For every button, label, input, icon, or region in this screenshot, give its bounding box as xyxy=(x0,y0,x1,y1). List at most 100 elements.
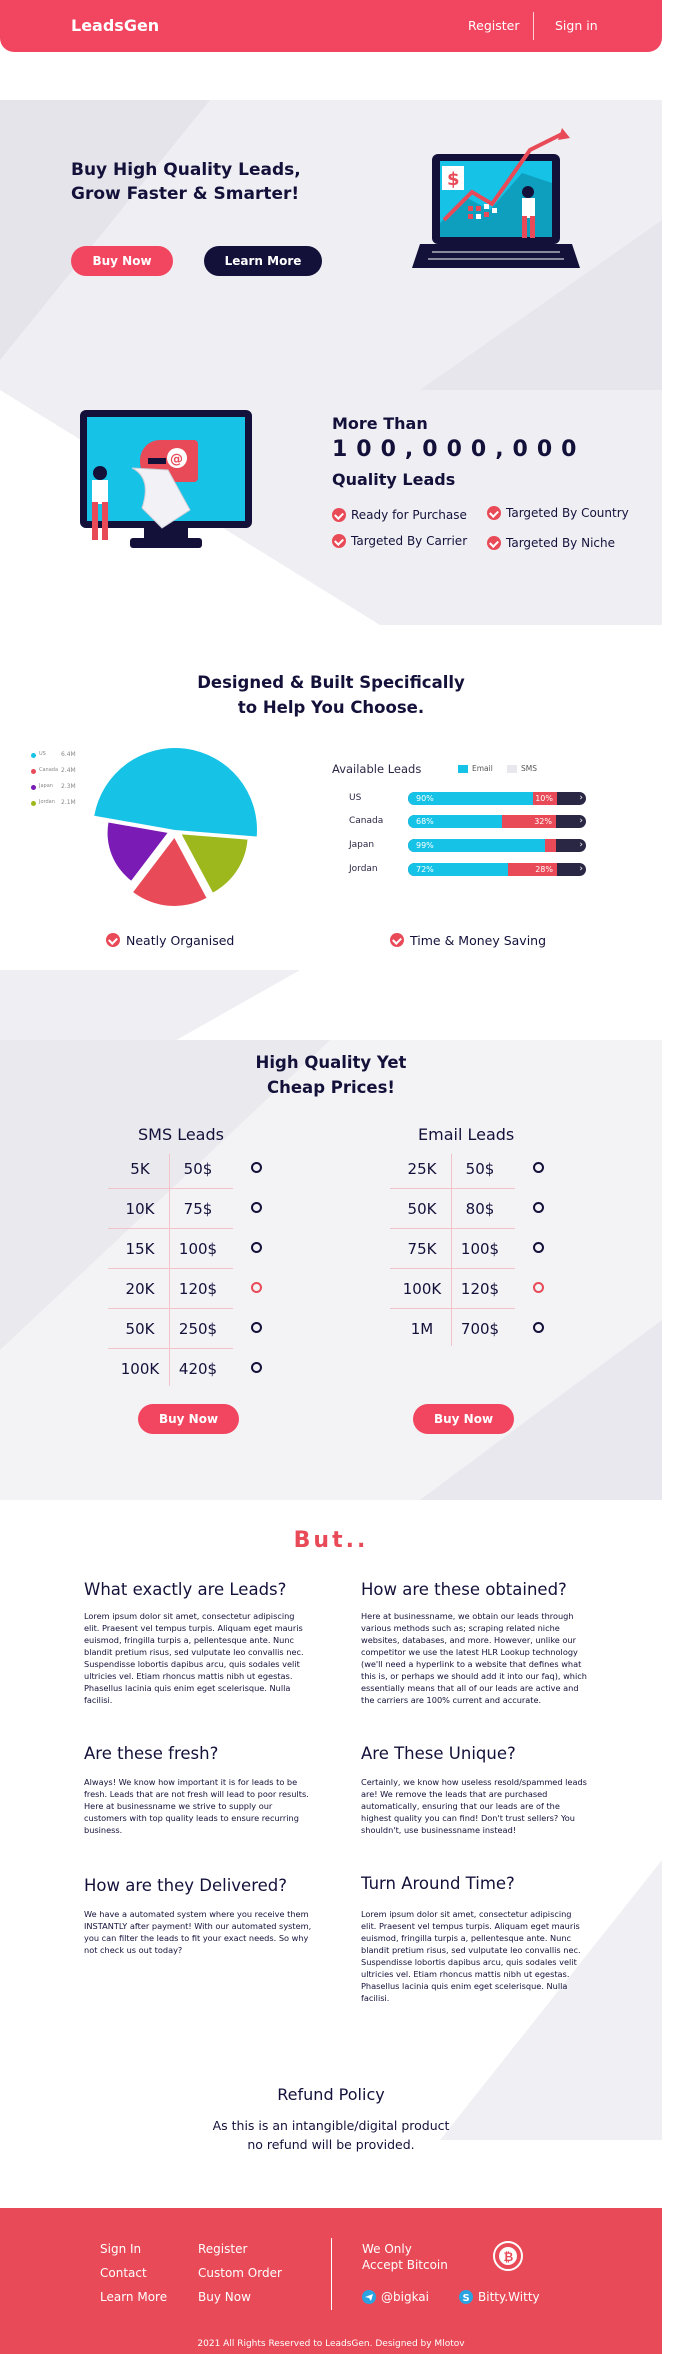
prices-heading-line-1: High Quality Yet xyxy=(255,1053,407,1072)
footer-register-link[interactable]: Register xyxy=(198,2242,248,2256)
faq-answer: Here at businessname, we obtain our lead… xyxy=(361,1611,587,1705)
designed-heading-line-1: Designed & Built Specifically xyxy=(197,673,465,692)
svg-text:@: @ xyxy=(170,452,183,467)
faq-answer: Lorem ipsum dolor sit amet, consectetur … xyxy=(361,1909,581,2003)
row-divider xyxy=(108,1268,233,1269)
legend-dot xyxy=(31,785,36,790)
feature-targeted-by-country: Targeted By Country xyxy=(506,506,629,520)
leads-pie-chart xyxy=(94,748,258,906)
email-segment: 72% xyxy=(408,863,508,876)
faq-answer: Certainly, we know how useless resold/sp… xyxy=(361,1777,587,1835)
legend-sms-swatch xyxy=(507,765,517,773)
price-option-radio[interactable] xyxy=(251,1282,262,1293)
price-option-radio[interactable] xyxy=(251,1322,262,1333)
legend-email-swatch xyxy=(458,765,468,773)
logo[interactable]: LeadsGen xyxy=(71,16,160,35)
footer-contact-link[interactable]: Contact xyxy=(100,2266,147,2280)
price-option-radio[interactable] xyxy=(251,1242,262,1253)
pie-slice-canada xyxy=(133,837,207,906)
price-amount: 100$ xyxy=(460,1240,500,1258)
price-option-radio[interactable] xyxy=(251,1362,262,1373)
more-than-label: More Than xyxy=(332,414,428,433)
country-label: Canada xyxy=(349,816,384,826)
pie-slice-jordan xyxy=(181,834,248,893)
price-option-radio[interactable] xyxy=(533,1282,544,1293)
bitcoin-icon: ₿ xyxy=(493,2241,523,2271)
price-option-radio[interactable] xyxy=(251,1162,262,1173)
we-only-label: We Only xyxy=(362,2242,412,2256)
email-buy-now-button[interactable]: Buy Now xyxy=(413,1404,514,1434)
faq-answer: Always! We know how important it is for … xyxy=(84,1777,309,1835)
skype-handle[interactable]: Bitty.Witty xyxy=(478,2290,540,2304)
legend-dot xyxy=(31,753,36,758)
sms-buy-now-button[interactable]: Buy Now xyxy=(138,1404,239,1434)
faq-question: Turn Around Time? xyxy=(361,1874,515,1893)
sign-in-link[interactable]: Sign in xyxy=(555,18,598,33)
hero-title-line-1: Buy High Quality Leads, xyxy=(71,160,301,180)
price-amount: 80$ xyxy=(465,1200,495,1218)
chevron-right-icon[interactable]: › xyxy=(579,793,583,803)
price-option-radio[interactable] xyxy=(251,1202,262,1213)
chevron-right-icon[interactable]: › xyxy=(579,840,583,850)
copyright-text: 2021 All Rights Reserved to LeadsGen. De… xyxy=(197,2339,465,2349)
legend-country: Jordan xyxy=(39,799,55,805)
price-amount: 120$ xyxy=(178,1280,218,1298)
svg-text:S: S xyxy=(463,2293,470,2304)
check-icon xyxy=(332,534,346,548)
benefit-neatly-organised: Neatly Organised xyxy=(126,933,235,948)
sms-leads-title: SMS Leads xyxy=(138,1125,224,1144)
check-icon xyxy=(487,536,501,550)
svg-text:₿: ₿ xyxy=(504,2250,514,2264)
column-divider xyxy=(451,1154,452,1346)
feature-targeted-by-carrier: Targeted By Carrier xyxy=(351,534,468,548)
lead-bar: 90% 10% › xyxy=(408,792,586,805)
chevron-right-icon[interactable]: › xyxy=(579,864,583,874)
price-option-radio[interactable] xyxy=(533,1202,544,1213)
legend-country: Canada xyxy=(39,767,59,773)
legend-value: 2.3M xyxy=(61,783,76,790)
telegram-handle[interactable]: @bigkai xyxy=(381,2290,429,2304)
register-link[interactable]: Register xyxy=(468,18,520,33)
price-option-radio[interactable] xyxy=(533,1242,544,1253)
sms-segment: 28% xyxy=(508,863,557,876)
quality-leads-label: Quality Leads xyxy=(332,470,456,489)
country-label: Jordan xyxy=(349,864,378,874)
email-segment: 99% xyxy=(408,839,545,852)
row-divider xyxy=(390,1228,515,1229)
footer-custom-order-link[interactable]: Custom Order xyxy=(198,2266,282,2280)
sms-segment: 10% xyxy=(533,792,557,805)
faq-question: Are These Unique? xyxy=(361,1744,516,1763)
learn-more-button[interactable]: Learn More xyxy=(204,246,322,276)
price-option-radio[interactable] xyxy=(533,1162,544,1173)
mail-monitor-illustration: @ xyxy=(80,410,252,548)
price-amount: 75$ xyxy=(183,1200,213,1218)
chevron-right-icon[interactable]: › xyxy=(579,816,583,826)
but-heading: But.. xyxy=(293,1528,369,1553)
hero-buy-now-button[interactable]: Buy Now xyxy=(71,246,173,276)
price-quantity: 1M xyxy=(410,1320,434,1338)
email-segment: 90% xyxy=(408,792,533,805)
pie-slice-japan xyxy=(107,822,168,881)
footer-buy-now-link[interactable]: Buy Now xyxy=(198,2290,251,2304)
row-divider xyxy=(390,1188,515,1189)
column-divider xyxy=(169,1154,170,1386)
price-option-radio[interactable] xyxy=(533,1322,544,1333)
footer-learn-more-link[interactable]: Learn More xyxy=(100,2290,168,2304)
refund-line-2: no refund will be provided. xyxy=(247,2137,415,2152)
benefit-time-money-saving: Time & Money Saving xyxy=(410,933,547,948)
price-quantity: 100K xyxy=(120,1360,160,1378)
lead-bar: 99% › xyxy=(408,839,586,852)
laptop-growth-illustration: $ xyxy=(412,128,580,268)
svg-text:$: $ xyxy=(447,169,460,190)
legend-country: US xyxy=(39,751,46,757)
nav-divider xyxy=(533,12,534,40)
row-divider xyxy=(108,1348,233,1349)
price-quantity: 100K xyxy=(402,1280,442,1298)
footer-sign-in-link[interactable]: Sign In xyxy=(100,2242,142,2256)
price-amount: 700$ xyxy=(460,1320,500,1338)
faq-question: What exactly are Leads? xyxy=(84,1580,287,1599)
price-quantity: 10K xyxy=(125,1200,155,1218)
price-quantity: 50K xyxy=(125,1320,155,1338)
legend-sms-label: SMS xyxy=(521,764,537,773)
